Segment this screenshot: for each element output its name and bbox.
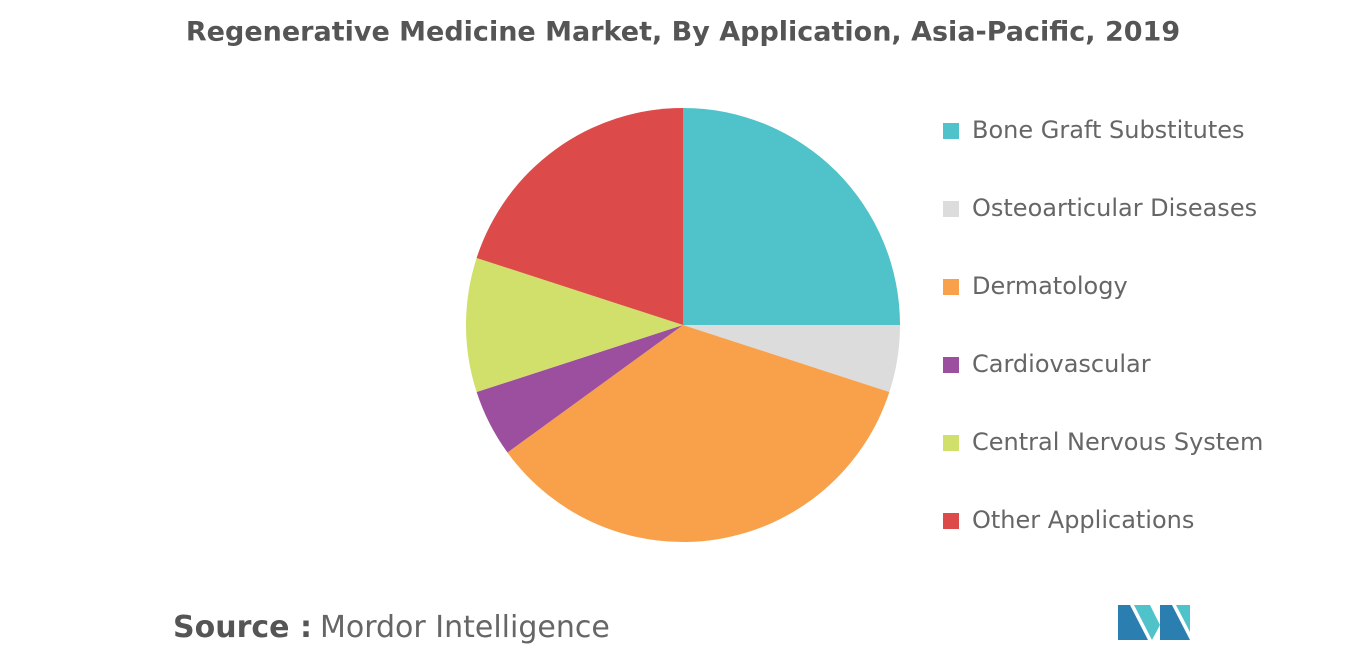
legend-label: Other Applications [972, 506, 1194, 534]
legend-swatch [943, 123, 959, 139]
pie-slice [476, 325, 683, 453]
pie-slice [465, 257, 683, 393]
pie-slice [683, 325, 900, 393]
chart-title: Regenerative Medicine Market, By Applica… [186, 17, 1180, 48]
source: Source : Mordor Intelligence [173, 610, 610, 645]
source-name: Mordor Intelligence [320, 610, 610, 645]
legend-label: Dermatology [972, 272, 1128, 300]
pie-slice [476, 108, 683, 325]
legend-label: Cardiovascular [972, 350, 1151, 378]
legend-label: Central Nervous System [972, 428, 1263, 456]
legend-label: Bone Graft Substitutes [972, 116, 1245, 144]
source-label: Source : [173, 610, 312, 645]
pie-slice [507, 325, 890, 543]
legend-swatch [943, 513, 959, 529]
legend-swatch [943, 279, 959, 295]
legend-swatch [943, 435, 959, 451]
legend-swatch [943, 357, 959, 373]
logo [1118, 605, 1190, 640]
pie-slice [683, 108, 900, 325]
legend-swatch [943, 201, 959, 217]
legend-label: Osteoarticular Diseases [972, 194, 1257, 222]
